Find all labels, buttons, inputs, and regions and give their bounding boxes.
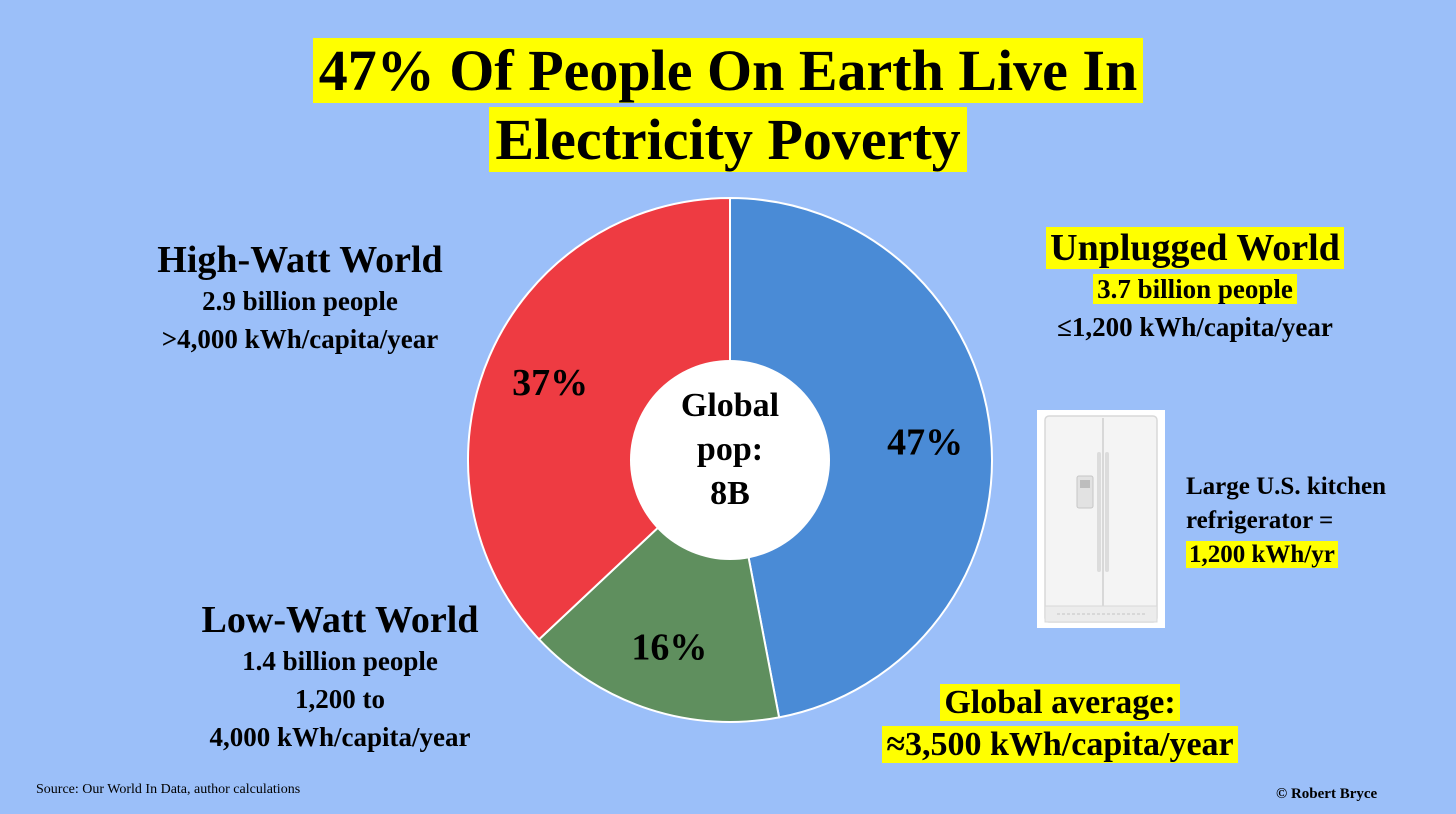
unplugged-population: 3.7 billion people bbox=[1093, 274, 1297, 304]
high-watt-label: High-Watt World 2.9 billion people >4,00… bbox=[110, 238, 490, 358]
pie-center bbox=[630, 360, 830, 560]
title-line-1: 47% Of People On Earth Live In bbox=[312, 38, 1144, 103]
title-line-2: Electricity Poverty bbox=[489, 107, 967, 172]
pie-center-text-0: Global bbox=[681, 387, 779, 424]
refrigerator-icon bbox=[1037, 410, 1165, 628]
high-watt-name: High-Watt World bbox=[157, 239, 443, 281]
pie-slice-0 bbox=[729, 196, 993, 719]
high-watt-population: 2.9 billion people bbox=[202, 286, 398, 316]
low-watt-usage-2: 4,000 kWh/capita/year bbox=[209, 722, 471, 752]
copyright: © Robert Bryce bbox=[1276, 786, 1378, 802]
chart-title: 47% Of People On Earth Live In Electrici… bbox=[0, 36, 1456, 174]
fridge-caption: Large U.S. kitchen refrigerator = 1,200 … bbox=[1186, 470, 1446, 572]
unplugged-label: Unplugged World 3.7 billion people ≤1,20… bbox=[1000, 226, 1390, 346]
pie-center-text-2: 8B bbox=[710, 475, 750, 512]
pie-center-text-1: pop: bbox=[697, 431, 763, 468]
pie-slice-label-2: 37% bbox=[512, 362, 588, 404]
low-watt-usage-1: 1,200 to bbox=[295, 684, 385, 714]
fridge-caption-3: 1,200 kWh/yr bbox=[1186, 541, 1338, 568]
unplugged-usage: ≤1,200 kWh/capita/year bbox=[1057, 312, 1333, 342]
source-note: Source: Our World In Data, author calcul… bbox=[36, 782, 301, 797]
fridge-caption-2: refrigerator = bbox=[1186, 507, 1334, 534]
low-watt-name: Low-Watt World bbox=[201, 599, 479, 641]
pie-slice-label-0: 47% bbox=[887, 422, 963, 464]
global-average-label: Global average: bbox=[940, 684, 1180, 721]
high-watt-usage: >4,000 kWh/capita/year bbox=[161, 324, 439, 354]
pie-slice-label-1: 16% bbox=[631, 626, 707, 668]
global-average: Global average: ≈3,500 kWh/capita/year bbox=[840, 682, 1280, 766]
low-watt-population: 1.4 billion people bbox=[242, 646, 438, 676]
fridge-caption-1: Large U.S. kitchen bbox=[1186, 473, 1386, 500]
unplugged-name: Unplugged World bbox=[1046, 227, 1344, 269]
low-watt-label: Low-Watt World 1.4 billion people 1,200 … bbox=[150, 598, 530, 756]
pie-slice-2 bbox=[467, 196, 731, 641]
global-average-value: ≈3,500 kWh/capita/year bbox=[882, 726, 1238, 763]
